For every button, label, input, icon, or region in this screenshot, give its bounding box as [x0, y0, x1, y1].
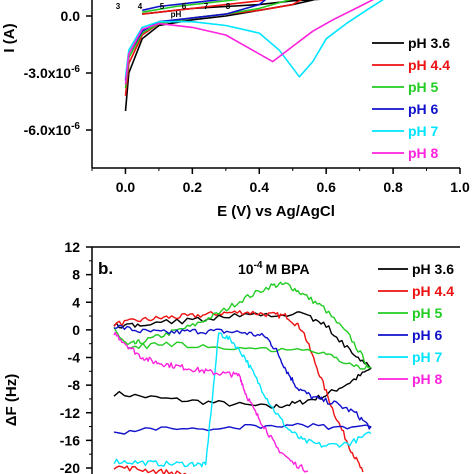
panel-a-ylabel: I (A) — [1, 23, 18, 52]
panel-b-title-prefix: 10 — [238, 261, 254, 277]
panel-a-series — [124, 0, 384, 112]
panel-a-inset-xlabel: pH — [171, 10, 182, 19]
panel-a-xtick-label: 0.0 — [116, 179, 136, 195]
panel-a: 0.00.20.40.60.81.03.0x10-60.0-3.0x10-6-6… — [1, 0, 470, 220]
panel-b-legend-label: pH 4.4 — [412, 283, 454, 299]
panel-a-xlabel: E (V) vs Ag/AgCl — [217, 203, 335, 220]
panel-b-legend-label: pH 5 — [412, 305, 443, 321]
panel-a-inset-tick: 5 — [160, 2, 165, 11]
panel-a-legend-label: pH 5 — [408, 79, 439, 95]
panel-b-series-0 — [113, 311, 372, 409]
panel-b-title-text: M BPA — [265, 261, 309, 277]
panel-a-series-5 — [124, 0, 375, 85]
panel-a-inset-tick: 6 — [182, 2, 187, 11]
panel-a-inset-tick: 7 — [204, 2, 209, 11]
panel-b-ytick-label: -8 — [68, 377, 81, 393]
panel-a-series-3 — [124, 0, 267, 81]
panel-a-inset-tick: 8 — [226, 2, 231, 11]
panel-b-legend-label: pH 3.6 — [412, 261, 454, 277]
panel-a-series-2 — [124, 0, 292, 89]
panel-a-xtick-label: 0.4 — [250, 179, 270, 195]
panel-b-ytick-label: 8 — [72, 267, 80, 283]
panel-a-xtick-label: 0.6 — [316, 179, 336, 195]
panel-a-legend-label: pH 3.6 — [408, 35, 450, 51]
panel-a-xtick-label: 0.8 — [383, 179, 403, 195]
panel-b-legend-label: pH 6 — [412, 327, 443, 343]
panel-b-series — [113, 281, 372, 474]
panel-b-legend-label: pH 7 — [412, 349, 443, 365]
panel-a-inset: 3 4 5 6 7 8 pH — [116, 2, 231, 19]
panel-b-ytick-label: -4 — [68, 350, 81, 366]
panel-b-title-exponent: -4 — [254, 260, 263, 271]
panel-b-ytick-label: 4 — [72, 294, 80, 310]
panel-b-ytick-label: -20 — [60, 460, 80, 474]
panel-a-ytick-label: -6.0x10-6 — [24, 121, 81, 138]
panel-b-legend: pH 3.6 pH 4.4 pH 5 pH 6 pH 7 pH 8 — [378, 261, 454, 387]
panel-a-inset-tick: 3 — [116, 2, 121, 11]
panel-a-series-4 — [124, 0, 384, 78]
panel-a-inset-tick: 4 — [138, 2, 143, 11]
panel-b-series-6 — [113, 465, 192, 474]
panel-a-series-0 — [124, 0, 321, 112]
panel-b-ticks: 12 8 4 0 -4 -8 -12 -16 -20 — [60, 239, 92, 474]
panel-a-ytick-label: 0.0 — [61, 8, 81, 24]
panel-a-xtick-label: 1.0 — [450, 179, 470, 195]
panel-b-series-1 — [113, 310, 364, 473]
panel-b-ylabel: ΔF (Hz) — [3, 374, 20, 426]
panel-a-legend-label: pH 6 — [408, 101, 439, 117]
panel-a-legend-label: pH 8 — [408, 145, 439, 161]
panel-b-ytick-label: 0 — [72, 322, 80, 338]
panel-b-series-4 — [113, 332, 372, 468]
panel-b-series-3 — [113, 324, 372, 435]
panel-a-ticks: 0.00.20.40.60.81.03.0x10-60.0-3.0x10-6-6… — [24, 8, 470, 195]
panel-a-legend-label: pH 4.4 — [408, 57, 450, 73]
panel-b-legend-label: pH 8 — [412, 371, 443, 387]
panel-a-legend-label: pH 7 — [408, 123, 439, 139]
panel-b-series-5 — [113, 331, 309, 473]
panel-a-ytick-label: -3.0x10-6 — [24, 64, 81, 81]
panel-b-title: 10-4 M BPA — [238, 260, 310, 277]
panel-a-legend: pH 3.6 pH 4.4 pH 5 pH 6 pH 7 pH 8 — [372, 35, 450, 161]
panel-a-xtick-label: 0.2 — [183, 179, 203, 195]
panel-b-ytick-label: -12 — [60, 405, 80, 421]
panel-b-label: b. — [98, 259, 113, 278]
panel-b-ytick-label: -16 — [60, 432, 80, 448]
panel-b-ytick-label: 12 — [64, 239, 80, 255]
